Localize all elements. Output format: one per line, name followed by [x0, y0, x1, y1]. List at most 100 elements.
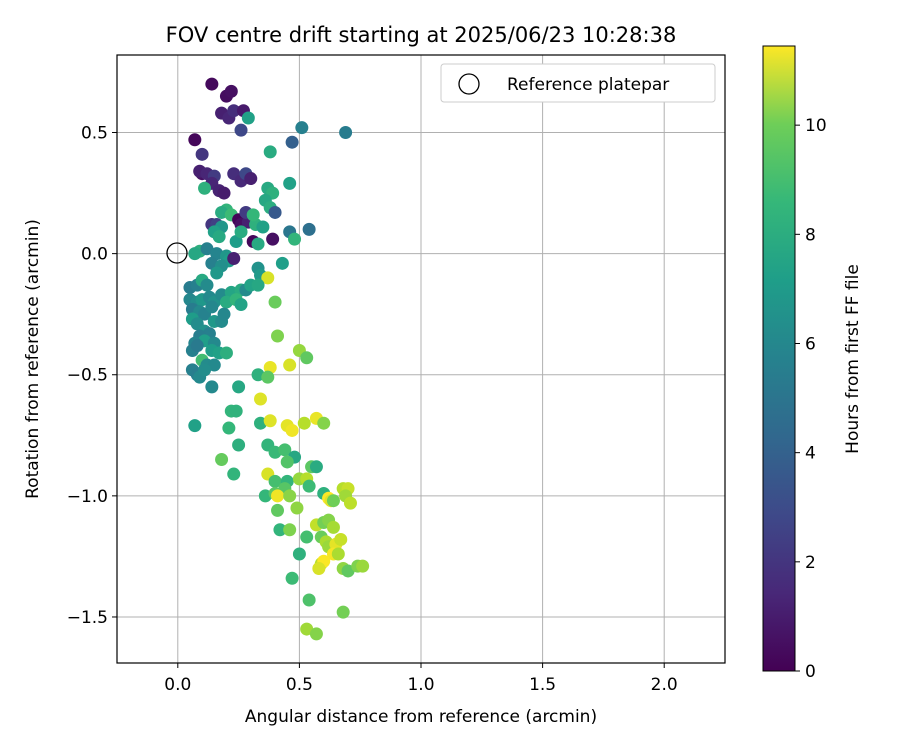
y-tick-label: −0.5 [67, 366, 108, 386]
x-tick-label: 0.5 [286, 675, 313, 695]
data-point [241, 111, 255, 125]
data-point [227, 251, 241, 265]
data-point [258, 489, 272, 503]
data-point [343, 496, 357, 510]
data-point [215, 453, 229, 467]
data-point [261, 271, 275, 285]
data-point [336, 605, 350, 619]
data-point [271, 503, 285, 517]
data-point [275, 256, 289, 270]
colorbar-ticks: 0 2 4 6 8 10 [795, 116, 827, 682]
data-point [283, 489, 297, 503]
colorbar-tick-label: 8 [805, 225, 816, 245]
x-axis-ticks: 0.0 0.5 1.0 1.5 2.0 [164, 663, 678, 695]
data-point [283, 358, 297, 372]
data-point [195, 147, 209, 161]
data-point [200, 278, 214, 292]
data-point [251, 237, 265, 251]
data-point [190, 339, 204, 353]
x-tick-label: 1.0 [407, 675, 434, 695]
data-point [295, 121, 309, 135]
data-point [271, 329, 285, 343]
data-point [263, 414, 277, 428]
data-point [251, 368, 265, 382]
data-point [263, 145, 277, 159]
y-tick-label: −1.0 [67, 487, 108, 507]
data-point [227, 467, 241, 481]
data-point [334, 532, 348, 546]
data-point [198, 181, 212, 195]
data-point [341, 564, 355, 578]
data-point [210, 247, 224, 261]
data-point [317, 416, 331, 430]
data-point [234, 123, 248, 137]
legend-label: Reference platepar [507, 75, 669, 95]
data-point [217, 186, 231, 200]
y-axis-ticks: 0.5 0.0 −0.5 −1.0 −1.5 [67, 124, 117, 628]
data-point [200, 242, 214, 256]
data-point [285, 571, 299, 585]
legend-marker [458, 73, 480, 95]
data-point [234, 225, 248, 239]
colorbar-label: Hours from first FF file [843, 264, 863, 454]
colorbar-tick-label: 6 [805, 334, 816, 354]
chart-title: FOV centre drift starting at 2025/06/23 … [166, 23, 677, 47]
legend-box [440, 63, 716, 103]
data-point [210, 266, 224, 280]
data-point [246, 208, 260, 222]
data-point [188, 247, 202, 261]
data-point [271, 489, 285, 503]
data-point [356, 559, 370, 573]
y-tick-label: 0.0 [81, 245, 108, 265]
data-point [261, 370, 275, 384]
data-points [183, 77, 370, 641]
data-point [300, 351, 314, 365]
legend: Reference platepar [440, 63, 716, 103]
data-point [285, 423, 299, 437]
data-point [268, 295, 282, 309]
data-point [297, 416, 311, 430]
data-point [188, 133, 202, 147]
colorbar-tick-label: 2 [805, 553, 816, 573]
data-point [302, 479, 316, 493]
data-point [244, 172, 258, 186]
data-point [253, 392, 267, 406]
y-tick-label: 0.5 [81, 124, 108, 144]
data-point [234, 297, 248, 311]
data-point [288, 232, 302, 246]
data-point [219, 295, 233, 309]
colorbar-tick-label: 0 [805, 662, 816, 682]
data-point [215, 205, 229, 219]
x-tick-label: 1.5 [529, 675, 556, 695]
data-point [217, 307, 231, 321]
data-point [232, 380, 246, 394]
data-point [283, 523, 297, 537]
x-tick-label: 2.0 [651, 675, 678, 695]
data-point [268, 474, 282, 488]
data-point [219, 346, 233, 360]
colorbar-tick-label: 4 [805, 444, 816, 464]
data-point [205, 380, 219, 394]
data-point [229, 404, 243, 418]
data-point [198, 363, 212, 377]
data-point [266, 232, 280, 246]
data-point [188, 419, 202, 433]
data-point [256, 220, 270, 234]
data-point [232, 438, 246, 452]
y-tick-label: −1.5 [67, 608, 108, 628]
colorbar-tick-label: 10 [805, 116, 827, 136]
data-point [312, 562, 326, 576]
data-point [339, 126, 353, 140]
data-point [278, 443, 292, 457]
data-point [224, 84, 238, 98]
data-point [251, 278, 265, 292]
y-axis-label: Rotation from reference (arcmin) [23, 219, 43, 499]
data-point [229, 235, 243, 249]
data-point [227, 104, 241, 118]
data-point [222, 421, 236, 435]
data-point [280, 455, 294, 469]
reference-marker [166, 242, 188, 264]
data-point [309, 627, 323, 641]
data-point [326, 494, 340, 508]
